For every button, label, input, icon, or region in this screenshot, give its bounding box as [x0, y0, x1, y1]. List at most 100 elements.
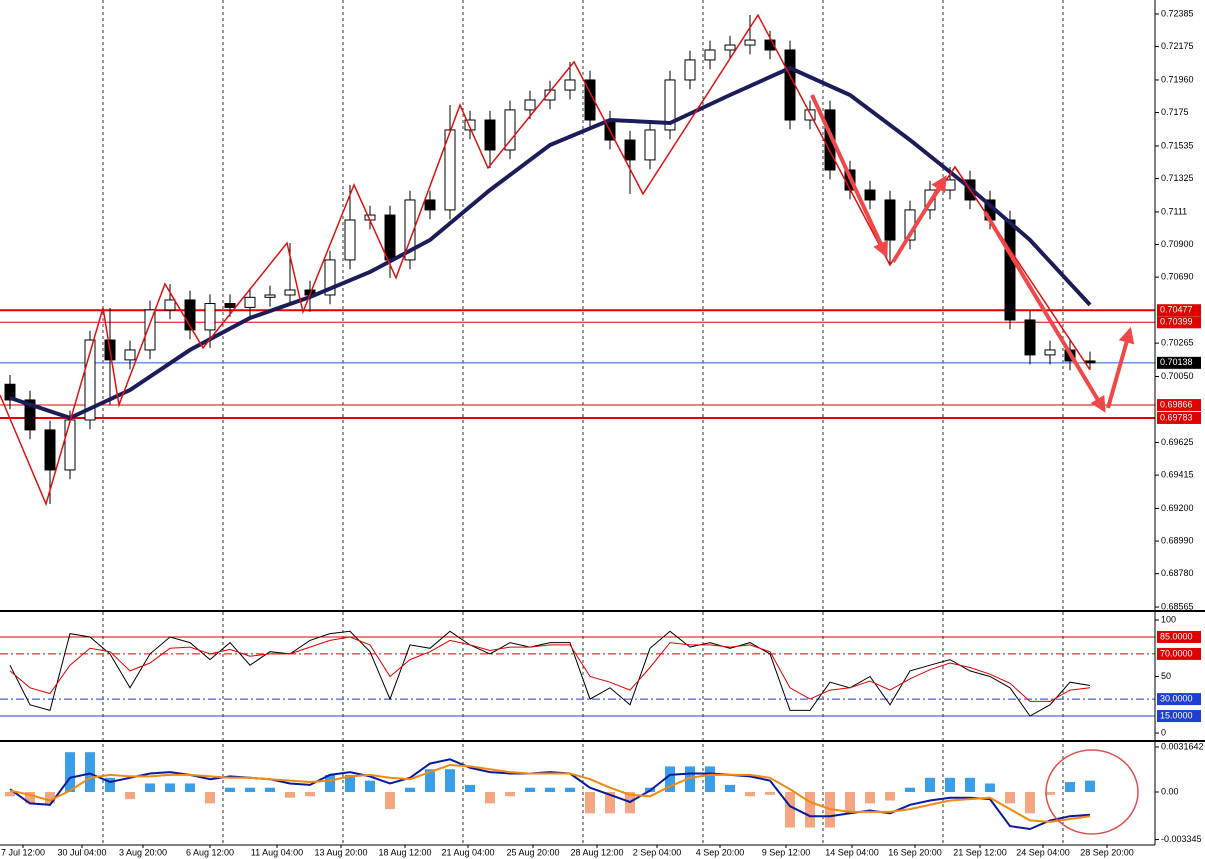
candle-body — [184, 299, 196, 331]
histogram-bar — [865, 791, 875, 804]
histogram-bar — [785, 791, 795, 828]
arrow — [1106, 326, 1135, 409]
x-tick-label: 18 Aug 12:00 — [378, 847, 431, 857]
y-tick-label: 0.69625 — [1161, 437, 1194, 447]
x-tick-label: 16 Sep 20:00 — [888, 847, 942, 857]
histogram-bar — [985, 783, 995, 792]
x-tick-label: 28 Aug 12:00 — [570, 847, 623, 857]
candle-body — [324, 259, 336, 296]
histogram-bar — [245, 787, 255, 792]
y-tick-label: 0.68990 — [1161, 535, 1194, 545]
histogram-bar — [305, 791, 315, 797]
x-tick-label: 2 Sep 04:00 — [633, 847, 682, 857]
x-tick-label: 14 Sep 04:00 — [825, 847, 879, 857]
histogram-bar — [5, 791, 15, 797]
level-label-box — [1157, 630, 1201, 643]
histogram-bar — [125, 791, 135, 800]
histogram-bar — [845, 791, 855, 814]
histogram-bar — [885, 791, 895, 801]
candle-body — [204, 303, 216, 331]
histogram-bar — [925, 777, 935, 792]
moving-average — [9, 65, 1092, 421]
histogram-bar — [105, 777, 115, 792]
histogram-bar — [745, 791, 755, 797]
level-label: 0.70477 — [1160, 305, 1193, 315]
x-tick-label: 11 Aug 04:00 — [251, 847, 303, 857]
level-label-box — [1157, 399, 1201, 412]
histogram-bar — [425, 769, 435, 792]
y-tick-label: 100 — [1161, 614, 1176, 624]
level-label-box — [1157, 356, 1201, 369]
histogram-bar — [445, 769, 455, 792]
x-tick-label: 21 Sep 12:00 — [953, 847, 1007, 857]
histogram-bar — [145, 783, 155, 792]
y-tick-label: 0.70900 — [1161, 239, 1194, 249]
candle-body — [644, 129, 656, 161]
y-tick-label: 0.68565 — [1161, 601, 1194, 611]
histogram-bar — [685, 766, 695, 792]
arrow — [810, 94, 888, 258]
histogram-bar — [85, 752, 95, 792]
histogram-bar — [505, 791, 515, 797]
level-label: 85.0000 — [1160, 631, 1193, 641]
y-tick-label: 0.70265 — [1161, 337, 1194, 347]
candle-body — [404, 199, 416, 261]
histogram-bar — [545, 787, 555, 792]
x-tick-label: 7 Jul 12:00 — [1, 847, 45, 857]
level-label-box — [1157, 693, 1201, 706]
candle-body — [684, 59, 696, 81]
x-tick-label: 13 Aug 20:00 — [314, 847, 367, 857]
candle-body — [704, 49, 716, 61]
histogram-bar — [1005, 791, 1015, 804]
x-tick-label: 6 Aug 12:00 — [186, 847, 234, 857]
histogram-bar — [185, 783, 195, 792]
y-tick-label: -0.003345 — [1161, 834, 1202, 844]
candle-body — [944, 179, 956, 191]
histogram-bar — [225, 787, 235, 792]
y-tick-label: 0.7175 — [1161, 107, 1189, 117]
level-label: 0.69783 — [1160, 412, 1193, 422]
candle-body — [724, 44, 736, 51]
candle-body — [124, 349, 136, 361]
level-label-box — [1157, 647, 1201, 660]
candle-body — [264, 294, 276, 298]
candle-body — [824, 109, 836, 171]
oscillator-line — [9, 636, 1091, 702]
candle-body — [544, 89, 556, 101]
candle-body — [1084, 360, 1096, 364]
oscillator-line — [9, 630, 1091, 717]
y-tick-label: 0.71325 — [1161, 173, 1194, 183]
y-tick-label: 0.69415 — [1161, 469, 1194, 479]
y-tick-label: 0.71535 — [1161, 140, 1194, 150]
histogram-bar — [405, 787, 415, 792]
x-tick-label: 30 Jul 04:00 — [57, 847, 106, 857]
level-label: 15.0000 — [1160, 710, 1193, 720]
candle-body — [664, 79, 676, 131]
candle-body — [504, 109, 516, 151]
y-tick-label: 0.68780 — [1161, 568, 1194, 578]
histogram-bar — [385, 791, 395, 810]
histogram-bar — [705, 766, 715, 792]
candle-body — [164, 299, 176, 311]
histogram-bar — [465, 784, 475, 792]
candle-body — [864, 189, 876, 201]
candle-body — [564, 79, 576, 91]
y-tick-label: 50 — [1161, 671, 1171, 681]
separators — [102, 0, 1064, 845]
candle-body — [1044, 349, 1056, 356]
y-tick-label: 0.7111 — [1161, 206, 1187, 216]
y-tick-label: 0 — [1161, 727, 1166, 737]
x-tick-label: 24 Sep 04:00 — [1016, 847, 1070, 857]
x-tick-label: 28 Sep 20:00 — [1080, 847, 1134, 857]
histogram-bar — [285, 791, 295, 798]
x-tick-label: 25 Aug 20:00 — [506, 847, 559, 857]
candle-body — [464, 119, 476, 131]
histogram-bar — [345, 774, 355, 792]
histogram-bar — [1085, 780, 1095, 792]
histogram-bar — [1065, 782, 1075, 792]
plot-area: 0.72385 0.72175 0.71960 0.7175 0.71535 0.7132… — [0, 8, 1204, 857]
x-tick-label: 4 Sep 20:00 — [696, 847, 745, 857]
y-tick-label: 0.70690 — [1161, 272, 1194, 282]
